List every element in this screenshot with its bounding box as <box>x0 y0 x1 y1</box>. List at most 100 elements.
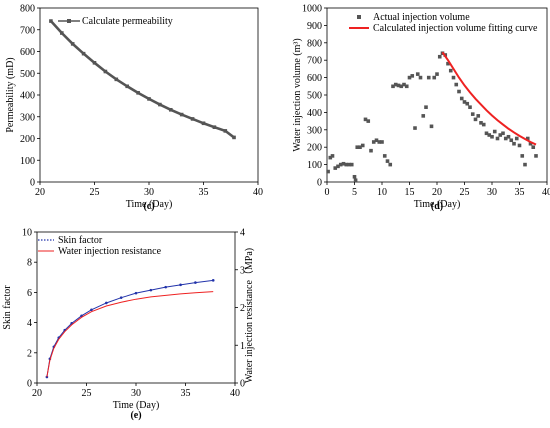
data-point <box>344 162 349 167</box>
y-tick-label: 600 <box>307 73 322 84</box>
legend-label: Actual injection volume <box>373 12 470 23</box>
x-tick-label: 0 <box>325 187 330 198</box>
data-point <box>114 77 119 82</box>
x-tick-label: 20 <box>432 187 442 198</box>
data-point <box>353 178 358 183</box>
data-point <box>481 122 486 127</box>
data-point <box>380 140 384 144</box>
legend-label: Water injection resistance <box>58 246 162 257</box>
data-point <box>429 124 434 129</box>
series-0 <box>45 279 215 379</box>
series-0 <box>326 51 538 183</box>
x-axis-label: Time (Day) <box>126 199 173 210</box>
y-tick-label: 100 <box>20 156 35 167</box>
data-point <box>490 134 494 139</box>
data-point <box>512 141 516 146</box>
x-tick-label: 35 <box>181 388 191 399</box>
data-point <box>415 72 420 76</box>
data-point <box>432 75 437 80</box>
data-point <box>514 136 519 141</box>
data-point <box>501 131 505 136</box>
data-point <box>435 72 439 76</box>
y-tick-label: 800 <box>20 4 35 15</box>
legend-label: Calculate permeability <box>82 16 173 27</box>
y2-axis-label: Water injection resistance（MPa) <box>243 248 255 383</box>
data-point <box>396 83 401 88</box>
y-tick-label: 900 <box>307 21 322 32</box>
x-tick-label: 30 <box>131 388 141 399</box>
x-axis-label: Time (Day) <box>414 199 461 210</box>
data-point <box>531 145 536 149</box>
data-point <box>462 100 467 104</box>
data-point <box>520 154 525 158</box>
data-point <box>349 162 354 167</box>
x-tick-label: 5 <box>352 187 357 198</box>
y-tick-label: 400 <box>307 108 322 119</box>
x-tick-label: 25 <box>90 187 100 198</box>
panel-label: (d) <box>431 201 443 212</box>
panel-label: (e) <box>130 410 141 421</box>
series-1 <box>46 291 214 378</box>
y-tick-label: 200 <box>307 143 322 154</box>
data-point <box>407 75 412 80</box>
data-point <box>528 141 533 146</box>
data-point <box>421 114 426 118</box>
y-tick-label: 8 <box>27 258 32 269</box>
x-tick-label: 35 <box>199 187 209 198</box>
data-point <box>363 117 368 122</box>
data-point <box>525 136 530 141</box>
data-point <box>223 129 228 133</box>
data-point <box>517 143 522 148</box>
data-point <box>479 121 483 125</box>
series-line <box>46 291 214 378</box>
data-point <box>484 131 489 136</box>
y2-tick-label: 4 <box>240 228 245 239</box>
y-tick-label: 0 <box>30 178 35 189</box>
data-point <box>326 169 330 174</box>
x-tick-label: 30 <box>144 187 154 198</box>
legend-entry: Skin factor <box>38 235 103 246</box>
data-point <box>451 75 456 80</box>
data-point <box>179 283 182 287</box>
y-tick-label: 700 <box>20 25 35 36</box>
data-point <box>134 291 138 295</box>
y2-tick-label: 3 <box>240 265 245 276</box>
legend-entry: Calculate permeability <box>58 16 173 27</box>
data-point <box>336 164 340 169</box>
data-point <box>211 279 215 282</box>
data-point <box>105 301 108 305</box>
data-point <box>369 148 373 153</box>
data-point <box>487 133 492 137</box>
data-point <box>509 138 514 143</box>
plot-frame <box>326 7 548 183</box>
data-point <box>232 135 236 140</box>
data-point <box>341 161 346 166</box>
data-point <box>136 91 140 95</box>
y-tick-label: 500 <box>20 69 35 80</box>
y-tick-label: 100 <box>307 160 322 171</box>
legend-entry: Water injection resistance <box>38 246 162 257</box>
data-point <box>194 281 197 284</box>
legend-entry: Actual injection volume <box>357 12 470 23</box>
data-point <box>385 159 390 163</box>
data-point <box>338 162 343 167</box>
y-axis-label: Permeability (mD) <box>5 57 16 132</box>
y-tick-label: 0 <box>27 379 32 390</box>
data-point <box>149 288 153 292</box>
y-tick-label: 300 <box>307 125 322 136</box>
data-point <box>330 154 335 158</box>
y-tick-label: 200 <box>20 134 35 145</box>
x-tick-label: 25 <box>460 187 470 198</box>
data-point <box>402 82 406 87</box>
data-point <box>164 285 167 289</box>
y-tick-label: 1000 <box>302 4 322 15</box>
data-point <box>377 140 382 144</box>
data-point <box>465 101 470 106</box>
data-point <box>358 145 362 149</box>
data-point <box>459 96 464 101</box>
data-point <box>424 105 428 109</box>
data-point <box>352 174 357 179</box>
data-point <box>371 140 376 144</box>
x-tick-label: 40 <box>253 187 263 198</box>
data-point <box>418 75 423 80</box>
